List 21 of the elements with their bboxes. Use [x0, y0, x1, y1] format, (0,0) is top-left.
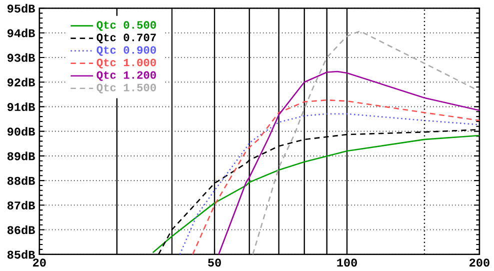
y-tick-label: 89dB — [7, 152, 35, 161]
x-tick-label: 100 — [337, 258, 357, 267]
legend-label: Qtc 0.707 — [96, 34, 156, 44]
y-tick-label: 85dB — [7, 250, 35, 259]
y-tick-label: 93dB — [8, 53, 35, 62]
legend-label: Qtc 1.200 — [96, 71, 156, 82]
x-tick-label: 50 — [208, 258, 221, 267]
y-tick-label: 86dB — [7, 226, 35, 234]
legend-label: Qtc 1.500 — [96, 84, 156, 94]
x-tick-label: 20 — [33, 258, 46, 267]
legend-label: Qtc 1.000 — [96, 58, 156, 69]
y-tick-label: 87dB — [7, 201, 35, 210]
y-tick-label: 91dB — [8, 102, 35, 112]
x-tick-label: 200 — [470, 258, 490, 267]
legend-label: Qtc 0.900 — [96, 46, 156, 56]
y-tick-label: 95dB — [8, 4, 35, 13]
y-tick-label: 92dB — [8, 78, 35, 87]
y-tick-label: 94dB — [8, 28, 35, 38]
legend-label: Qtc 0.500 — [96, 21, 156, 32]
y-tick-label: 90dB — [8, 127, 35, 136]
y-tick-label: 88dB — [7, 176, 35, 186]
